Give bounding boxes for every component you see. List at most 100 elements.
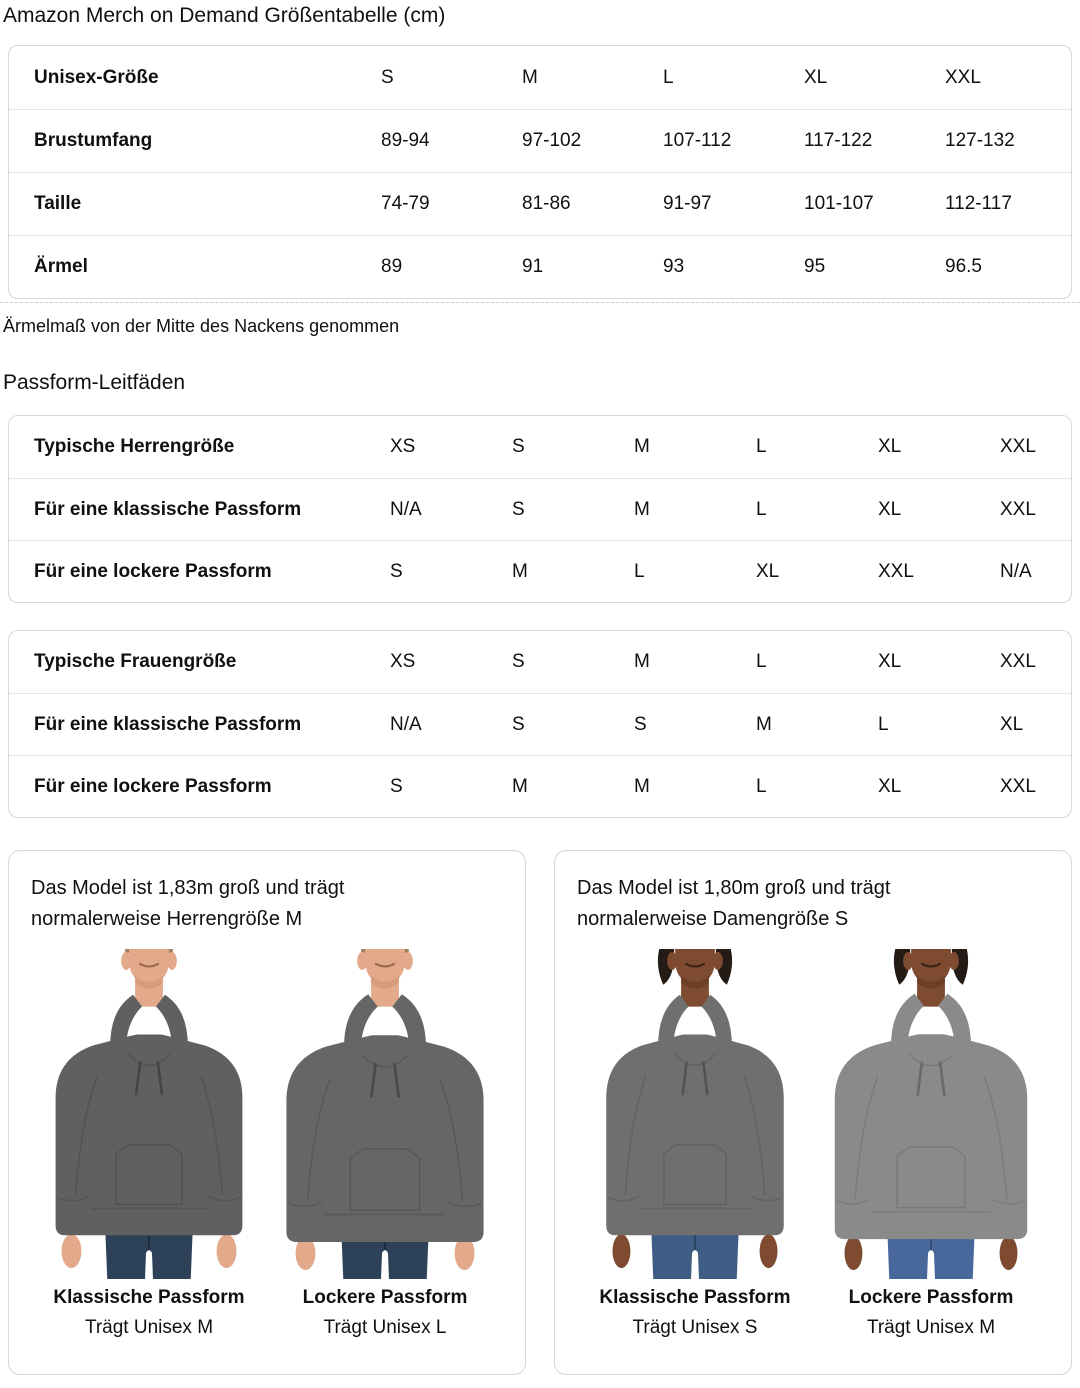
seam-line (854, 1076, 879, 1199)
cuff-seam (208, 1195, 241, 1202)
model-photo (286, 949, 484, 1279)
hood-shape (344, 994, 378, 1064)
table-row: Unisex-Größe S M L XL XXL (9, 46, 1071, 109)
hand-shape (999, 1236, 1018, 1271)
ear-shape (121, 951, 132, 970)
garment-group (834, 993, 1028, 1240)
size-value: 107-112 (663, 130, 732, 151)
pocket-shape (896, 1146, 966, 1209)
size-value: L (663, 66, 674, 88)
hand-shape (612, 1234, 631, 1269)
hood-shape (938, 993, 971, 1063)
pocket-shape (349, 1148, 421, 1212)
size-value: L (634, 560, 645, 582)
hand-shape (295, 1236, 316, 1271)
size-value: M (512, 775, 528, 797)
mouth-shape (684, 962, 706, 968)
cuff-seam (836, 1198, 870, 1205)
seam-line (306, 1077, 332, 1202)
size-value: 96.5 (945, 256, 982, 277)
row-label: Für eine lockere Passform (34, 775, 272, 797)
size-value: XXL (878, 560, 914, 582)
fit-label: Lockere Passform (848, 1287, 1014, 1308)
size-value: 101-107 (804, 193, 874, 214)
size-table: Unisex-Größe S M L XL XXL Brustumfang 89… (8, 45, 1072, 299)
size-value: M (634, 436, 650, 457)
figures-row: Klassische Passform Trägt Unisex S (577, 949, 1049, 1339)
size-value: M (634, 651, 650, 672)
hand-shape (759, 1234, 778, 1269)
seam-line (624, 1075, 647, 1196)
size-value: S (512, 498, 525, 520)
fit-table-women: Typische Frauengröße XS S M L XL XXL Für… (8, 630, 1072, 818)
size-value: N/A (1000, 560, 1032, 582)
size-value: S (390, 560, 403, 582)
size-value: XXL (1000, 498, 1036, 520)
mouth-shape (920, 962, 942, 968)
size-value: 127-132 (945, 130, 1015, 151)
size-value: S (512, 436, 525, 457)
size-value: S (390, 775, 403, 797)
drawstring-shape (370, 1062, 377, 1098)
hand-shape (454, 1236, 475, 1271)
size-value: L (756, 498, 767, 520)
size-value: M (634, 775, 650, 797)
hood-shape (110, 994, 143, 1063)
fit-label: Lockere Passform (302, 1287, 468, 1308)
size-value: M (522, 66, 538, 88)
size-value: 89 (381, 256, 403, 277)
table-row: Typische Herrengröße XS S M L XL XXL (9, 416, 1071, 478)
drawstring-shape (134, 1061, 142, 1096)
size-label: Trägt Unisex M (866, 1317, 996, 1338)
drawstring-shape (156, 1061, 164, 1096)
model-photo (606, 949, 784, 1279)
size-value: 112-117 (945, 193, 1012, 214)
cuff-seam (288, 1201, 323, 1208)
size-value: S (512, 713, 525, 735)
size-value: XL (878, 498, 902, 520)
size-value: 74-79 (381, 193, 430, 214)
model-card-women: Das Model ist 1,80m groß und trägt norma… (554, 850, 1072, 1375)
drawstring-shape (916, 1061, 924, 1097)
figure-loose-fit: Lockere Passform Trägt Unisex M (813, 949, 1049, 1339)
table-row: Ärmel 89 91 93 95 96.5 (9, 235, 1071, 298)
hood-shape (658, 994, 689, 1063)
size-value: XXL (1000, 436, 1036, 457)
size-value: XL (878, 651, 902, 672)
jeans-shape (887, 1229, 975, 1279)
size-value: XL (1000, 713, 1024, 735)
hand-shape (844, 1236, 863, 1271)
mouth-shape (138, 962, 160, 968)
seam-line (74, 1075, 99, 1196)
model-cards: Das Model ist 1,83m groß und trägt norma… (8, 850, 1072, 1375)
row-label: Brustumfang (34, 130, 153, 151)
size-value: S (381, 66, 394, 88)
seam-line (743, 1075, 766, 1196)
torso-shape (286, 1035, 484, 1243)
neck-shadow (371, 975, 399, 989)
cuff-seam (751, 1195, 783, 1202)
seam-line (983, 1076, 1008, 1199)
size-value: XXL (1000, 651, 1036, 672)
row-label: Für eine lockere Passform (34, 560, 272, 582)
size-value: XXL (945, 66, 981, 88)
model-description: Das Model ist 1,80m groß und trägt norma… (577, 877, 891, 930)
model-description: Das Model ist 1,83m groß und trägt norma… (31, 877, 345, 930)
size-value: L (756, 775, 767, 797)
neck-shadow (681, 975, 709, 989)
collar-seam (127, 1053, 171, 1067)
row-label: Typische Herrengröße (34, 436, 235, 457)
size-value: XXL (1000, 775, 1036, 797)
model-photo (55, 949, 243, 1279)
table-row: Taille 74-79 81-86 91-97 101-107 112-117 (9, 172, 1071, 235)
size-value: L (756, 436, 767, 457)
drawstring-shape (938, 1061, 946, 1097)
hand-shape (216, 1234, 237, 1269)
drawstring-shape (393, 1062, 400, 1098)
collar-shape (360, 1051, 410, 1077)
neck-shadow (135, 975, 163, 989)
size-value: S (512, 651, 525, 672)
pocket-shape (663, 1144, 727, 1206)
size-value: M (634, 498, 650, 520)
drawstring-shape (702, 1061, 709, 1096)
